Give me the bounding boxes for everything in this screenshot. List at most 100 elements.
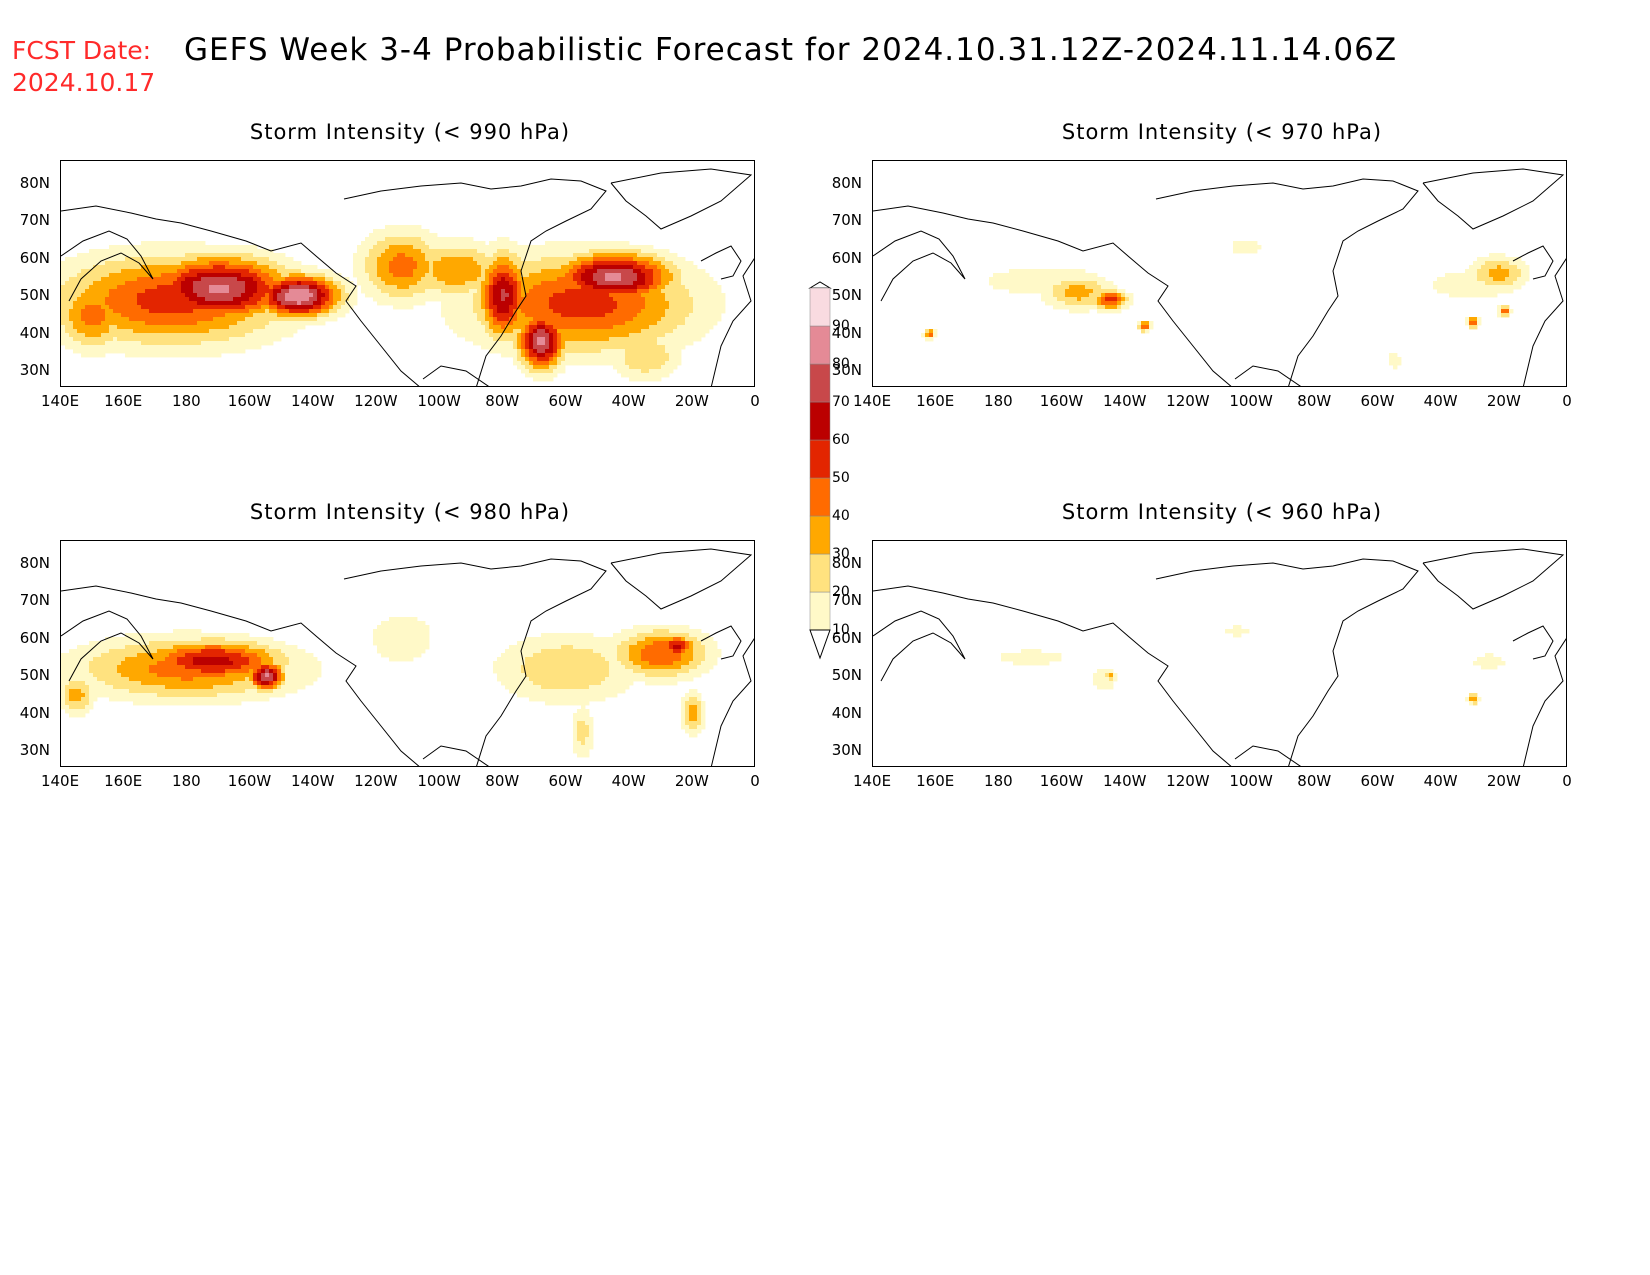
probability-cell: [445, 313, 450, 318]
probability-cell: [665, 285, 670, 290]
probability-cell: [1101, 289, 1106, 294]
probability-cell: [509, 269, 514, 274]
probability-cell: [637, 361, 642, 366]
probability-cell: [553, 345, 558, 350]
probability-cell: [513, 265, 518, 270]
probability-cell: [225, 297, 230, 302]
probability-cell: [473, 245, 478, 250]
probability-cell: [673, 625, 678, 630]
probability-cell: [133, 277, 138, 282]
probability-cell: [713, 285, 718, 290]
probability-cell: [197, 285, 202, 290]
probability-cell: [361, 249, 366, 254]
probability-cell: [565, 329, 570, 334]
probability-cell: [405, 261, 410, 266]
probability-cell: [625, 305, 630, 310]
probability-cell: [673, 265, 678, 270]
probability-cell: [445, 273, 450, 278]
probability-cell: [213, 285, 218, 290]
probability-cell: [525, 269, 530, 274]
probability-cell: [713, 305, 718, 310]
probability-cell: [157, 241, 162, 246]
probability-cell: [701, 289, 706, 294]
probability-cell: [581, 277, 586, 282]
probability-cell: [417, 273, 422, 278]
probability-cell: [249, 321, 254, 326]
probability-cell: [653, 305, 658, 310]
probability-cell: [641, 357, 646, 362]
probability-cell: [641, 285, 646, 290]
probability-cell: [213, 269, 218, 274]
probability-cell: [573, 289, 578, 294]
probability-cell: [629, 261, 634, 266]
probability-cell: [317, 301, 322, 306]
probability-cell: [409, 289, 414, 294]
probability-cell: [221, 329, 226, 334]
probability-cell: [1101, 309, 1106, 314]
probability-cell: [217, 257, 222, 262]
probability-cell: [533, 313, 538, 318]
fcst-date-label: FCST Date:: [12, 36, 152, 65]
probability-cell: [197, 257, 202, 262]
probability-cell: [605, 349, 610, 354]
probability-cell: [93, 321, 98, 326]
probability-cell: [201, 301, 206, 306]
probability-cell: [517, 309, 522, 314]
probability-cell: [433, 245, 438, 250]
probability-cell: [253, 345, 258, 350]
probability-cell: [1105, 289, 1110, 294]
probability-cell: [413, 629, 418, 634]
probability-cell: [601, 333, 606, 338]
probability-cell: [325, 317, 330, 322]
probability-cell: [653, 357, 658, 362]
probability-cell: [85, 269, 90, 274]
probability-cell: [1037, 277, 1042, 282]
probability-cell: [201, 341, 206, 346]
probability-cell: [589, 309, 594, 314]
probability-cell: [621, 277, 626, 282]
probability-cell: [541, 341, 546, 346]
probability-cell: [533, 361, 538, 366]
probability-cell: [393, 269, 398, 274]
probability-cell: [141, 337, 146, 342]
probability-cell: [197, 305, 202, 310]
probability-cell: [65, 285, 70, 290]
probability-cell: [157, 637, 162, 642]
probability-cell: [1497, 273, 1502, 278]
probability-cell: [625, 373, 630, 378]
probability-cell: [1101, 281, 1106, 286]
probability-cell: [681, 337, 686, 342]
probability-cell: [221, 293, 226, 298]
probability-cell: [585, 265, 590, 270]
probability-cell: [469, 261, 474, 266]
probability-cell: [161, 325, 166, 330]
probability-cell: [325, 313, 330, 318]
probability-cell: [209, 281, 214, 286]
probability-cell: [1061, 293, 1066, 298]
probability-cell: [505, 341, 510, 346]
probability-cell: [649, 353, 654, 358]
probability-cell: [305, 309, 310, 314]
probability-cell: [553, 269, 558, 274]
probability-cell: [673, 321, 678, 326]
probability-cell: [361, 285, 366, 290]
probability-cell: [577, 349, 582, 354]
probability-cell: [457, 253, 462, 258]
probability-cell: [653, 625, 658, 630]
probability-cell: [665, 313, 670, 318]
probability-cell: [289, 309, 294, 314]
probability-cell: [1453, 273, 1458, 278]
probability-cell: [209, 329, 214, 334]
probability-cell: [237, 317, 242, 322]
probability-cell: [185, 277, 190, 282]
probability-cell: [297, 277, 302, 282]
probability-cell: [665, 373, 670, 378]
probability-cell: [1497, 261, 1502, 266]
probability-cell: [265, 333, 270, 338]
probability-cell: [469, 273, 474, 278]
probability-cell: [341, 297, 346, 302]
probability-cell: [369, 253, 374, 258]
probability-cell: [273, 305, 278, 310]
probability-cell: [549, 329, 554, 334]
probability-cell: [557, 269, 562, 274]
